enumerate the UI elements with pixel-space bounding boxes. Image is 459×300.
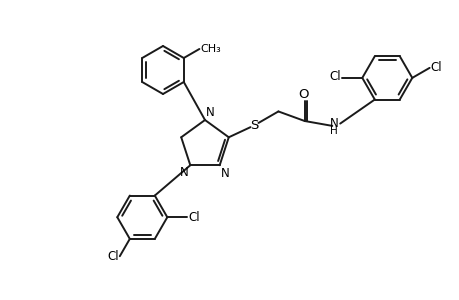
Text: Cl: Cl <box>188 211 200 224</box>
Text: Cl: Cl <box>329 70 341 83</box>
Text: S: S <box>249 119 258 132</box>
Text: N: N <box>179 166 188 179</box>
Text: CH₃: CH₃ <box>200 44 221 54</box>
Text: Cl: Cl <box>430 61 441 74</box>
Text: N: N <box>329 117 338 130</box>
Text: Cl: Cl <box>107 250 118 263</box>
Text: H: H <box>330 126 337 136</box>
Text: N: N <box>206 106 214 119</box>
Text: O: O <box>298 88 308 100</box>
Text: N: N <box>220 167 229 180</box>
